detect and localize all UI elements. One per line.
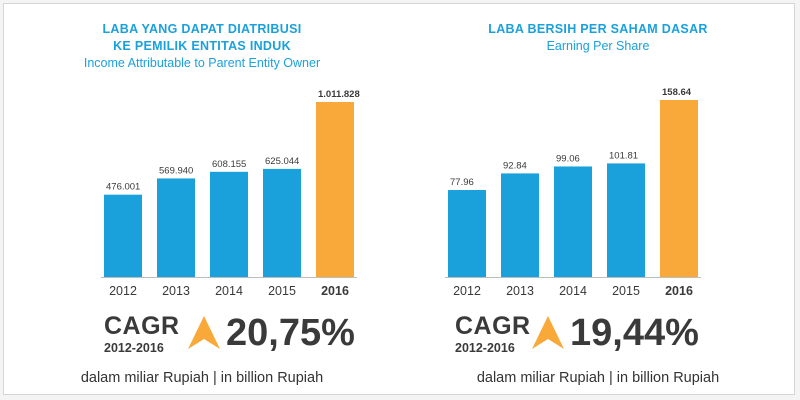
cagr-label: CAGR — [455, 312, 531, 340]
bar-2016 — [316, 102, 354, 277]
data-label-2016: 158.64 — [662, 87, 692, 98]
chart-title-line-2: KE PEMILIK ENTITAS INDUK — [113, 39, 291, 53]
data-label-2012: 476.001 — [106, 182, 140, 193]
data-label-2013: 92.84 — [503, 160, 527, 171]
x-tick-2014: 2014 — [559, 284, 587, 298]
chart-subtitle: Earning Per Share — [546, 39, 650, 53]
cagr-block: CAGR 2012-2016 — [104, 314, 180, 355]
x-tick-2013: 2013 — [506, 284, 534, 298]
x-tick-2015: 2015 — [268, 284, 296, 298]
cagr-period: 2012-2016 — [455, 341, 515, 355]
data-label-2016: 1.011.828 — [318, 89, 360, 100]
x-tick-2016: 2016 — [665, 284, 693, 298]
data-label-2015: 101.81 — [609, 150, 638, 161]
bar-2015 — [607, 163, 645, 277]
bar-2012 — [104, 194, 142, 277]
x-tick-2013: 2013 — [162, 284, 190, 298]
x-tick-2015: 2015 — [612, 284, 640, 298]
cagr-value: 19,44% — [570, 312, 699, 354]
bar-chart-net-income: 476.001 2012 569.940 2013 608.155 2014 625.044… — [101, 89, 360, 298]
bar-2012 — [448, 190, 486, 277]
data-label-2012: 77.96 — [450, 177, 474, 188]
chart-subtitle: Income Attributable to Parent Entity Own… — [83, 56, 321, 70]
x-tick-2012: 2012 — [453, 284, 481, 298]
bar-chart-eps: 77.96 2012 92.84 2013 99.06 2014 101.81 2015 158… — [445, 87, 701, 298]
bar-2014 — [210, 171, 248, 277]
infographic-frame: LABA YANG DAPAT DIATRIBUSI KE PEMILIK EN… — [3, 3, 795, 395]
panel-eps: LABA BERSIH PER SAHAM DASAR Earning Per … — [400, 4, 796, 396]
cagr-block: CAGR 2012-2016 — [455, 314, 531, 355]
chart-title-line-1: LABA BERSIH PER SAHAM DASAR — [488, 22, 708, 36]
panel-net-income: LABA YANG DAPAT DIATRIBUSI KE PEMILIK EN… — [4, 4, 400, 396]
chart-title-line-1: LABA YANG DAPAT DIATRIBUSI — [102, 22, 302, 36]
growth-arrow-icon — [188, 316, 220, 349]
x-tick-2014: 2014 — [215, 284, 243, 298]
bar-2013 — [157, 178, 195, 277]
x-tick-2012: 2012 — [109, 284, 137, 298]
cagr-label: CAGR — [104, 312, 180, 340]
data-label-2014: 608.155 — [212, 159, 246, 170]
unit-note: dalam miliar Rupiah | in billion Rupiah — [80, 370, 324, 386]
unit-note: dalam miliar Rupiah | in billion Rupiah — [476, 370, 720, 386]
growth-arrow-icon — [532, 316, 564, 349]
cagr-period: 2012-2016 — [104, 341, 164, 355]
data-label-2014: 99.06 — [556, 153, 580, 164]
bar-2014 — [554, 166, 592, 277]
data-label-2015: 625.044 — [265, 156, 299, 167]
bar-2016 — [660, 100, 698, 277]
x-tick-2016: 2016 — [321, 284, 349, 298]
bar-2015 — [263, 168, 301, 277]
data-label-2013: 569.940 — [159, 165, 193, 176]
cagr-value: 20,75% — [226, 312, 355, 354]
bar-2013 — [501, 173, 539, 277]
